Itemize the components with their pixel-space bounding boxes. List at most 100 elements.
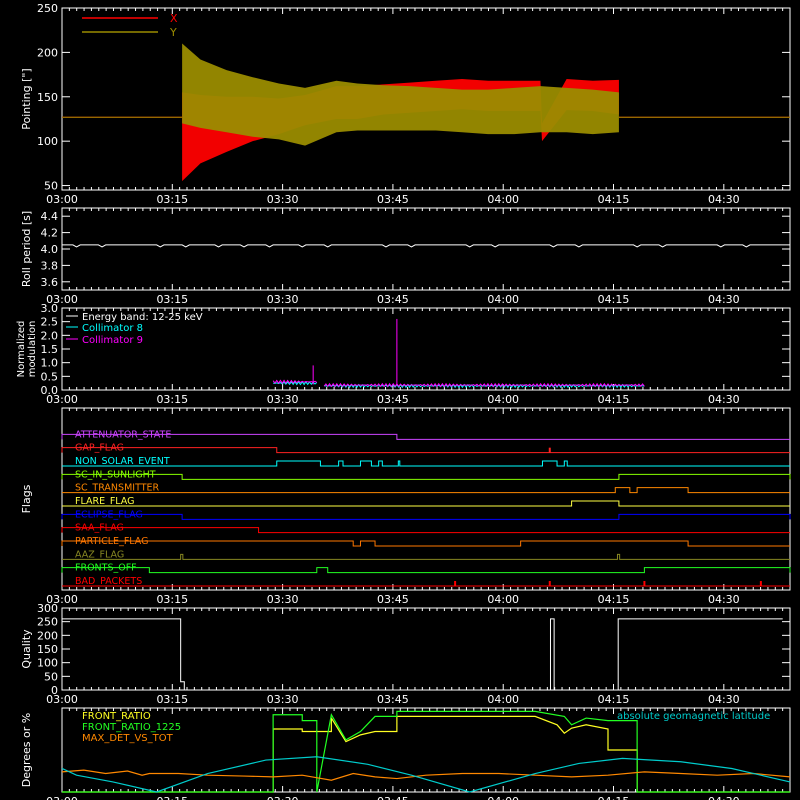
flag-trace: [62, 553, 790, 560]
y-tick-label: 1.0: [41, 357, 59, 370]
x-tick-label: 04:00: [487, 393, 519, 406]
flag-trace: [61, 473, 791, 480]
flag-trace: [61, 540, 790, 547]
flag-trace: [61, 527, 790, 534]
modulation-series: [323, 382, 645, 388]
flag-label: BAD_PACKETS: [75, 576, 142, 587]
x-tick-label: 03:00: [46, 393, 78, 406]
flag-label: FLARE_FLAG: [75, 496, 135, 507]
roll-period-panel: 03:00 03:15 03:30 03:45 04:00 04:15 04:30 3.6 3.…: [20, 207, 791, 306]
y-tick-label: 2.0: [41, 329, 59, 342]
x-tick-label: 03:45: [377, 393, 409, 406]
plot-frame: [61, 707, 791, 793]
flag-label: SC_TRANSMITTER: [75, 483, 160, 494]
x-tick-label: 04:00: [487, 693, 519, 706]
y-axis-label: Normalized: [16, 321, 27, 378]
x-tick-label: 03:00: [46, 593, 78, 606]
legend-label: Collimator 8: [82, 323, 143, 334]
degrees-series: [61, 769, 791, 781]
x-tick-label: 03:45: [377, 693, 409, 706]
x-tick-label: 03:45: [377, 795, 409, 800]
x-tick-label: 04:00: [487, 193, 519, 206]
y-tick-label: 100: [37, 135, 58, 148]
x-tick-label: 04:15: [598, 393, 630, 406]
y-tick-label: 0.5: [41, 370, 59, 383]
x-tick-label: 04:30: [708, 593, 740, 606]
y-tick-label: 1.5: [41, 343, 59, 356]
y-axis-label: Quality: [20, 629, 33, 669]
x-tick-label: 04:30: [708, 393, 740, 406]
x-tick-label: 03:15: [156, 693, 188, 706]
legend-title: Energy band: 12-25 keV: [82, 312, 203, 323]
degrees-series: [61, 756, 791, 793]
quality-line: [617, 618, 783, 690]
pointing-series-Y: [182, 43, 619, 146]
x-tick-label: 03:30: [267, 193, 299, 206]
legend-label: FRONT_RATIO: [82, 711, 151, 722]
y-tick-label: 4.2: [41, 227, 59, 240]
x-tick-label: 04:30: [708, 293, 740, 306]
y-tick-label: 3.0: [41, 302, 59, 315]
plot-frame: [61, 207, 791, 291]
y-tick-label: 300: [37, 602, 58, 615]
x-tick-label: 04:00: [487, 293, 519, 306]
x-tick-label: 04:15: [598, 795, 630, 800]
roll-period-line: [62, 244, 790, 248]
x-tick-label: 03:00: [46, 293, 78, 306]
y-tick-label: 0.0: [41, 384, 59, 397]
legend-label: Collimator 9: [82, 335, 143, 346]
y-tick-label: 150: [37, 91, 58, 104]
x-tick-label: 04:15: [598, 693, 630, 706]
y-tick-label: 200: [37, 629, 58, 642]
flag-trace: [62, 460, 790, 467]
flag-trace: [61, 567, 791, 574]
y-tick-label: 150: [37, 643, 58, 656]
x-tick-label: 04:00: [487, 795, 519, 800]
x-tick-label: 04:15: [598, 593, 630, 606]
y-tick-label: 250: [37, 616, 58, 629]
legend-label-Y: Y: [169, 26, 177, 39]
x-tick-label: 03:00: [46, 693, 78, 706]
y-tick-label: 4.0: [41, 243, 59, 256]
x-tick-label: 03:00: [46, 795, 78, 800]
modulation-series: [272, 379, 318, 385]
degrees-series: [62, 710, 790, 793]
x-tick-label: 03:30: [267, 293, 299, 306]
y-tick-label: 100: [37, 657, 58, 670]
quality-line: [549, 618, 555, 690]
y-axis-label: Degrees or %: [20, 713, 33, 787]
flag-label: NON_SOLAR_EVENT: [75, 456, 170, 467]
y-tick-label: 3.6: [41, 276, 59, 289]
modulation-panel: 03:00 03:15 03:30 03:45 04:00 04:15 04:30 0.00.…: [16, 302, 791, 406]
y-tick-label: 2.5: [41, 316, 59, 329]
x-tick-label: 03:30: [267, 593, 299, 606]
degrees-series: [62, 715, 790, 793]
x-tick-label: 03:45: [377, 193, 409, 206]
y-tick-label: 200: [37, 46, 58, 59]
legend-label: FRONT_RATIO_1225: [82, 722, 181, 733]
x-tick-label: 03:45: [377, 293, 409, 306]
latitude-annotation: absolute geomagnetic latitude: [617, 711, 770, 722]
x-tick-label: 04:15: [598, 293, 630, 306]
x-tick-label: 03:30: [267, 693, 299, 706]
degrees-panel: 03:00 03:15 03:30 03:45 04:00 04:15 04:30 Degre…: [20, 707, 791, 800]
x-tick-label: 03:00: [46, 193, 78, 206]
y-tick-label: 3.8: [41, 259, 59, 272]
y-axis-label: Roll period [s]: [20, 211, 33, 287]
x-tick-label: 04:00: [487, 593, 519, 606]
x-tick-label: 03:30: [267, 795, 299, 800]
x-tick-label: 03:30: [267, 393, 299, 406]
y-tick-label: 0: [51, 684, 58, 697]
legend-label: MAX_DET_VS_TOT: [82, 733, 174, 744]
x-tick-label: 04:15: [598, 193, 630, 206]
flags-panel: 03:00 03:15 03:30 03:45 04:00 04:15 04:30 Flags…: [20, 407, 791, 606]
plot-frame: [61, 607, 791, 691]
quality-panel: 03:00 03:15 03:30 03:45 04:00 04:15 04:30 05010…: [20, 602, 791, 706]
flag-trace: [61, 513, 791, 520]
pointing-panel: 03:00 03:15 03:30 03:45 04:00 04:15 04:30 50 100…: [20, 2, 791, 206]
x-tick-label: 04:30: [708, 693, 740, 706]
y-tick-label: 4.4: [41, 210, 59, 223]
y-tick-label: 50: [44, 670, 58, 683]
y-tick-label: 50: [44, 180, 58, 193]
